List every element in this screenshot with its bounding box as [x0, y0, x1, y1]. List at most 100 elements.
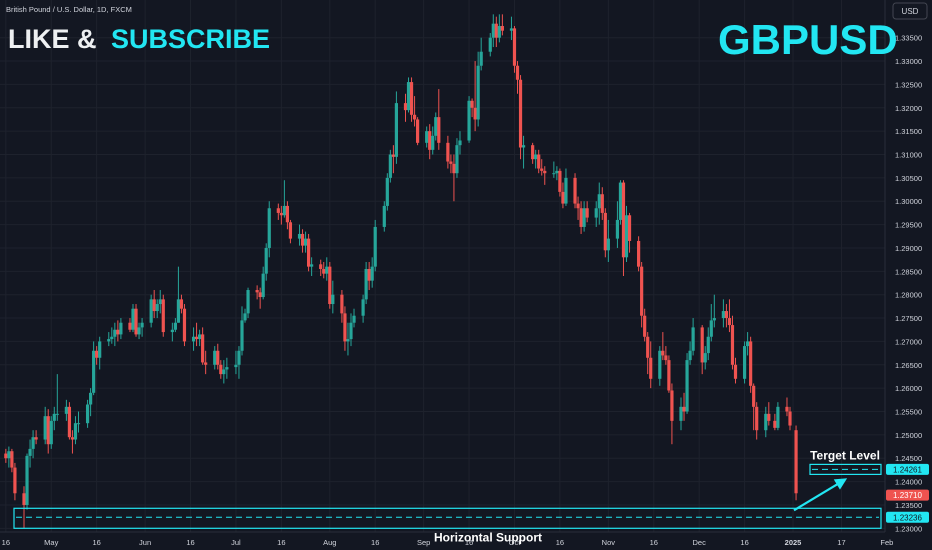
candle[interactable]: [670, 383, 674, 445]
candle[interactable]: [409, 77, 414, 122]
candle[interactable]: [467, 96, 471, 143]
candle[interactable]: [661, 332, 665, 361]
candle[interactable]: [415, 117, 420, 146]
candle[interactable]: [170, 322, 174, 342]
candle[interactable]: [643, 308, 647, 342]
candle[interactable]: [340, 290, 344, 323]
candle[interactable]: [343, 306, 347, 351]
candle[interactable]: [497, 14, 501, 43]
candle[interactable]: [470, 98, 474, 118]
candle[interactable]: [22, 486, 26, 529]
candle[interactable]: [582, 201, 586, 232]
candle[interactable]: [382, 201, 386, 232]
candle[interactable]: [573, 173, 577, 209]
candle[interactable]: [682, 392, 686, 421]
candle[interactable]: [621, 180, 626, 276]
candle[interactable]: [10, 448, 14, 473]
candle[interactable]: [95, 346, 99, 365]
candle[interactable]: [767, 402, 771, 426]
candle[interactable]: [34, 430, 38, 445]
candle[interactable]: [488, 33, 492, 57]
candle[interactable]: [724, 304, 729, 328]
candle[interactable]: [624, 205, 629, 262]
candle[interactable]: [176, 266, 181, 323]
candle[interactable]: [558, 168, 562, 197]
candle[interactable]: [370, 257, 374, 288]
candle[interactable]: [246, 287, 250, 319]
candle[interactable]: [691, 318, 695, 356]
candle[interactable]: [46, 409, 50, 454]
candle[interactable]: [425, 126, 429, 148]
candle[interactable]: [703, 346, 707, 370]
candle[interactable]: [319, 259, 323, 276]
candle[interactable]: [307, 233, 311, 272]
candle[interactable]: [746, 332, 750, 356]
candle[interactable]: [219, 360, 223, 379]
candle[interactable]: [764, 406, 768, 438]
candle[interactable]: [385, 173, 389, 211]
candle[interactable]: [615, 201, 620, 248]
candle[interactable]: [540, 159, 544, 176]
candle[interactable]: [749, 336, 753, 393]
time-axis[interactable]: 16 May 16 Jun 16 Jul 16 Aug 16 Sep 16 Oct 16 Nov 16 Dec…: [0, 531, 893, 547]
candle[interactable]: [349, 313, 353, 347]
candle[interactable]: [788, 406, 792, 431]
candle[interactable]: [4, 448, 8, 463]
candle[interactable]: [373, 219, 377, 272]
candle[interactable]: [107, 332, 111, 347]
candle[interactable]: [222, 360, 226, 384]
candle[interactable]: [173, 318, 177, 333]
candle[interactable]: [240, 306, 244, 356]
candle[interactable]: [116, 320, 120, 342]
candle[interactable]: [518, 75, 523, 160]
candle[interactable]: [85, 399, 90, 428]
candle[interactable]: [537, 149, 541, 174]
candle[interactable]: [92, 341, 96, 396]
candle[interactable]: [204, 350, 208, 375]
candle[interactable]: [579, 201, 583, 234]
candle[interactable]: [473, 61, 477, 132]
candle[interactable]: [458, 131, 462, 155]
candle[interactable]: [640, 261, 644, 328]
candle[interactable]: [55, 374, 59, 421]
candle[interactable]: [658, 346, 662, 386]
candle[interactable]: [288, 219, 293, 244]
candle[interactable]: [267, 201, 271, 258]
candle[interactable]: [685, 353, 689, 414]
candle[interactable]: [449, 154, 453, 174]
candle[interactable]: [479, 37, 483, 71]
candle[interactable]: [564, 168, 568, 206]
candle[interactable]: [131, 304, 135, 333]
candle[interactable]: [649, 341, 653, 389]
candle[interactable]: [585, 201, 589, 223]
candle[interactable]: [367, 261, 371, 291]
candle[interactable]: [561, 182, 565, 209]
candle[interactable]: [476, 51, 480, 127]
candle[interactable]: [89, 388, 93, 417]
candle[interactable]: [331, 280, 335, 314]
candle[interactable]: [234, 350, 238, 375]
candle[interactable]: [667, 355, 671, 393]
candle[interactable]: [391, 145, 395, 174]
candle[interactable]: [182, 304, 187, 347]
candle[interactable]: [727, 299, 732, 333]
candle[interactable]: [237, 346, 241, 379]
candle[interactable]: [733, 357, 738, 384]
candle[interactable]: [70, 430, 75, 454]
candle[interactable]: [310, 257, 314, 276]
candle[interactable]: [261, 266, 265, 300]
candle[interactable]: [258, 287, 262, 309]
candle[interactable]: [434, 112, 438, 141]
candle[interactable]: [328, 261, 332, 309]
candle[interactable]: [618, 180, 623, 225]
candle[interactable]: [225, 357, 229, 379]
candle[interactable]: [300, 229, 305, 253]
candle[interactable]: [361, 294, 365, 323]
candle[interactable]: [279, 205, 283, 225]
candle[interactable]: [276, 203, 280, 220]
candle[interactable]: [646, 332, 650, 375]
candle[interactable]: [194, 322, 199, 347]
candle[interactable]: [213, 346, 217, 370]
candle[interactable]: [709, 304, 713, 342]
candle[interactable]: [700, 325, 704, 375]
